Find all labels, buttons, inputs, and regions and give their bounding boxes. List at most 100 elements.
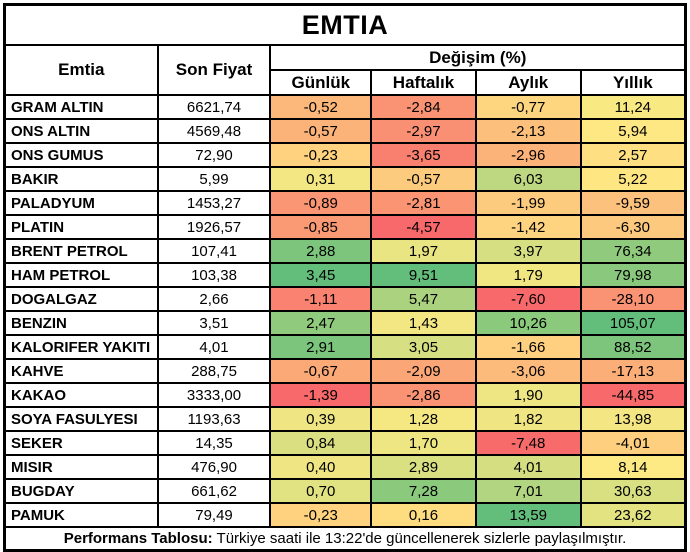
change-cell-weekly: 3,05 [370,334,477,360]
change-cell-weekly: -3,65 [370,142,477,168]
change-cell-daily: 0,84 [269,430,373,456]
change-cell-daily: 2,91 [269,334,373,360]
last-price-value: 4569,48 [156,118,272,144]
commodity-name: MISIR [3,454,159,480]
change-cell-yearly: -9,59 [579,190,687,216]
column-header-monthly: Aylık [474,69,582,96]
footer-note-label: Performans Tablosu: [63,530,213,547]
change-cell-weekly: -2,97 [370,118,477,144]
last-price-value: 1453,27 [156,190,272,216]
change-cell-monthly: 1,90 [474,382,582,408]
column-header-daily: Günlük [269,69,373,96]
change-cell-daily: 0,40 [269,454,373,480]
change-cell-yearly: 8,14 [579,454,687,480]
change-cell-yearly: 5,22 [579,166,687,192]
change-cell-yearly: 5,94 [579,118,687,144]
table-row: ONS ALTIN 4569,48 -0,57 -2,97 -2,13 5,94 [3,118,687,144]
change-cell-daily: -0,67 [269,358,373,384]
commodity-name: BAKIR [3,166,159,192]
change-cell-daily: 0,31 [269,166,373,192]
commodity-name: BUGDAY [3,478,159,504]
change-cell-daily: 0,70 [269,478,373,504]
footer-row: Performans Tablosu: Türkiye saati ile 13… [3,526,687,552]
table-row: MISIR 476,90 0,40 2,89 4,01 8,14 [3,454,687,480]
change-cell-weekly: 0,16 [370,502,477,528]
change-cell-yearly: 23,62 [579,502,687,528]
last-price-value: 14,35 [156,430,272,456]
table-row: DOGALGAZ 2,66 -1,11 5,47 -7,60 -28,10 [3,286,687,312]
change-cell-monthly: 10,26 [474,310,582,336]
change-cell-yearly: -6,30 [579,214,687,240]
change-cell-weekly: 1,28 [370,406,477,432]
table-row: KAHVE 288,75 -0,67 -2,09 -3,06 -17,13 [3,358,687,384]
change-cell-weekly: 1,43 [370,310,477,336]
last-price-value: 661,62 [156,478,272,504]
last-price-value: 6621,74 [156,94,272,120]
change-cell-yearly: 79,98 [579,262,687,288]
header-period-row: Günlük Haftalık Aylık Yıllık [5,69,687,96]
change-cell-weekly: -2,84 [370,94,477,120]
column-header-last-price: Son Fiyat [156,44,272,96]
last-price-value: 3,51 [156,310,272,336]
column-header-commodity: Emtia [3,44,159,96]
change-cell-monthly: 4,01 [474,454,582,480]
commodity-name: BENZIN [3,310,159,336]
commodity-name: DOGALGAZ [3,286,159,312]
change-cell-weekly: -2,86 [370,382,477,408]
change-cell-weekly: 5,47 [370,286,477,312]
last-price-value: 476,90 [156,454,272,480]
change-cell-weekly: -2,81 [370,190,477,216]
change-cell-monthly: 6,03 [474,166,582,192]
change-cell-daily: -0,85 [269,214,373,240]
commodity-name: SOYA FASULYESI [3,406,159,432]
change-cell-yearly: 13,98 [579,406,687,432]
table-row: BENZIN 3,51 2,47 1,43 10,26 105,07 [3,310,687,336]
change-cell-yearly: 30,63 [579,478,687,504]
last-price-value: 288,75 [156,358,272,384]
table-row: SOYA FASULYESI 1193,63 0,39 1,28 1,82 13,98 [3,406,687,432]
table-row: BAKIR 5,99 0,31 -0,57 6,03 5,22 [3,166,687,192]
commodity-name: KALORIFER YAKITI [3,334,159,360]
change-cell-yearly: 11,24 [579,94,687,120]
change-cell-yearly: 76,34 [579,238,687,264]
change-cell-monthly: -7,60 [474,286,582,312]
column-header-change-group: Değişim (%) [269,44,687,71]
change-cell-monthly: -0,77 [474,94,582,120]
last-price-value: 103,38 [156,262,272,288]
change-cell-yearly: 105,07 [579,310,687,336]
change-cell-yearly: -4,01 [579,430,687,456]
change-cell-daily: 3,45 [269,262,373,288]
table-row: BUGDAY 661,62 0,70 7,28 7,01 30,63 [3,478,687,504]
change-cell-weekly: 1,70 [370,430,477,456]
table-row: PALADYUM 1453,27 -0,89 -2,81 -1,99 -9,59 [3,190,687,216]
change-cell-daily: 2,47 [269,310,373,336]
table-row: PLATIN 1926,57 -0,85 -4,57 -1,42 -6,30 [3,214,687,240]
change-cell-weekly: -4,57 [370,214,477,240]
page-title: EMTIA [3,3,687,46]
table-row: PAMUK 79,49 -0,23 0,16 13,59 23,62 [3,502,687,528]
last-price-value: 5,99 [156,166,272,192]
commodity-name: ONS GUMUS [3,142,159,168]
change-cell-daily: -0,52 [269,94,373,120]
change-cell-yearly: -28,10 [579,286,687,312]
change-cell-monthly: 1,79 [474,262,582,288]
change-cell-monthly: -1,42 [474,214,582,240]
change-cell-weekly: -2,09 [370,358,477,384]
last-price-value: 1926,57 [156,214,272,240]
emtia-table: EMTIA Emtia Son Fiyat Değişim (%) Günlük… [3,3,687,552]
table-row: BRENT PETROL 107,41 2,88 1,97 3,97 76,34 [3,238,687,264]
header-group-row: Emtia Son Fiyat Değişim (%) [3,44,687,96]
change-cell-daily: -0,23 [269,502,373,528]
title-row: EMTIA [3,3,687,46]
table-body: GRAM ALTIN 6621,74 -0,52 -2,84 -0,77 11,24 ONS… [3,94,687,528]
change-cell-monthly: -3,06 [474,358,582,384]
commodity-name: KAKAO [3,382,159,408]
change-cell-monthly: 3,97 [474,238,582,264]
change-cell-daily: -0,89 [269,190,373,216]
table-row: SEKER 14,35 0,84 1,70 -7,48 -4,01 [3,430,687,456]
change-cell-daily: 2,88 [269,238,373,264]
change-cell-daily: 0,39 [269,406,373,432]
change-cell-yearly: -44,85 [579,382,687,408]
commodity-name: PAMUK [3,502,159,528]
table-row: KAKAO 3333,00 -1,39 -2,86 1,90 -44,85 [3,382,687,408]
